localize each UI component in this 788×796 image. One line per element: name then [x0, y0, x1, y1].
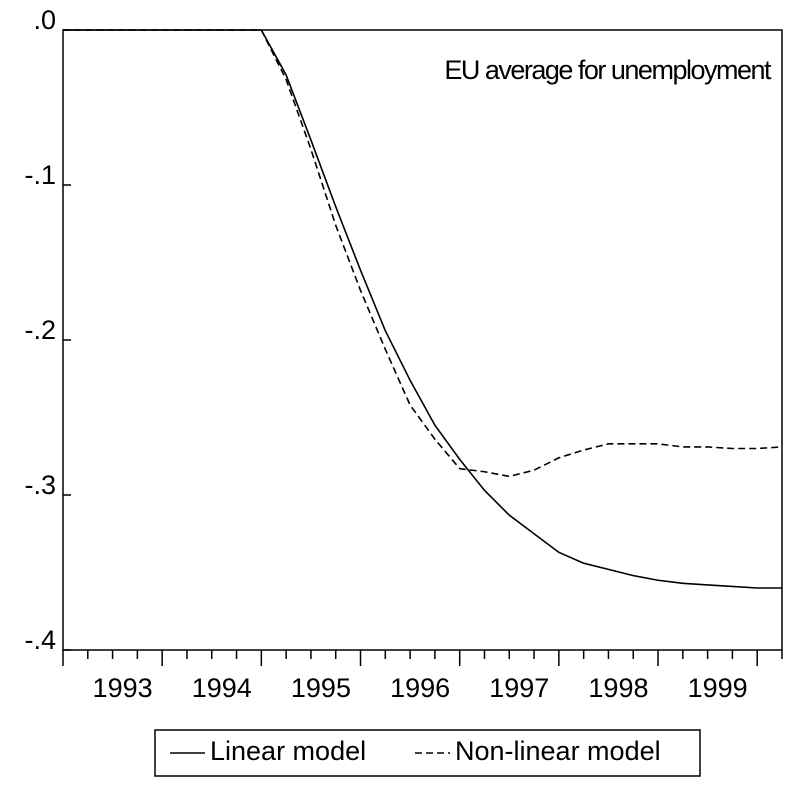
- plot-frame: [62, 29, 783, 651]
- series-line: [63, 29, 782, 589]
- y-tick-label: -.2: [24, 315, 56, 345]
- legend-label: Linear model: [210, 736, 366, 766]
- legend-label: Non-linear model: [455, 736, 661, 766]
- x-tick-label: 1997: [489, 673, 549, 703]
- x-tick-label: 1993: [93, 673, 153, 703]
- annotation: EU average for unemployment: [444, 55, 772, 85]
- x-tick-label: 1994: [192, 673, 252, 703]
- x-tick-label: 1999: [688, 673, 748, 703]
- legend-box: [154, 729, 701, 777]
- y-tick-label: .0: [33, 5, 56, 35]
- y-tick-label: -.3: [24, 470, 56, 500]
- x-tick-label: 1996: [390, 673, 450, 703]
- y-tick-label: -.4: [24, 625, 56, 655]
- series-line: [63, 29, 783, 478]
- x-tick-label: 1998: [588, 673, 648, 703]
- y-tick-label: -.1: [24, 160, 56, 190]
- x-tick-label: 1995: [291, 673, 351, 703]
